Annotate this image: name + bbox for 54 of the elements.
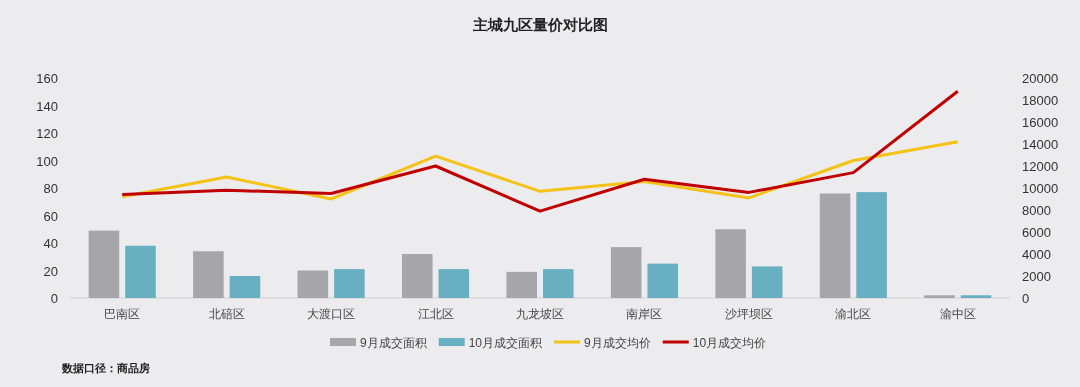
bar xyxy=(125,245,156,298)
x-tick-label: 九龙坡区 xyxy=(516,307,564,321)
x-tick-label: 大渡口区 xyxy=(307,307,356,321)
bar xyxy=(334,269,365,298)
x-tick-label: 巴南区 xyxy=(104,307,141,321)
bar xyxy=(751,266,783,298)
y2-tick-label: 18000 xyxy=(1022,93,1059,108)
bar xyxy=(647,263,678,298)
y-tick-label: 60 xyxy=(43,208,58,224)
y-tick-label: 160 xyxy=(36,71,58,86)
bar xyxy=(715,229,746,298)
y-tick-label: 20 xyxy=(43,263,58,279)
y2-tick-label: 14000 xyxy=(1022,137,1059,152)
x-tick-label: 沙坪坝区 xyxy=(724,307,773,321)
y-tick-label: 40 xyxy=(43,236,58,251)
x-tick-label: 南岸区 xyxy=(626,307,663,321)
y2-tick-label: 0 xyxy=(1022,291,1030,306)
y2-tick-label: 6000 xyxy=(1022,225,1051,240)
line-series xyxy=(120,89,960,213)
text: 数据口径：商品房 xyxy=(61,362,150,374)
y-tick-label: 80 xyxy=(43,181,58,196)
x-tick-label: 江北区 xyxy=(417,307,454,321)
bar xyxy=(297,270,329,298)
y2-tick-label: 20000 xyxy=(1022,71,1059,86)
y-tick-label: 0 xyxy=(50,291,58,306)
y-tick-label: 100 xyxy=(36,153,58,169)
x-tick-label: 渝中区 xyxy=(939,307,976,321)
x-tick-label: 北碚区 xyxy=(208,307,245,321)
bar xyxy=(402,254,433,298)
y2-tick-label: 12000 xyxy=(1022,159,1059,174)
y2-tick-label: 2000 xyxy=(1022,269,1051,284)
bar xyxy=(924,295,955,298)
bar xyxy=(229,276,261,298)
bar xyxy=(610,247,642,298)
bar xyxy=(856,192,887,298)
y2-tick-label: 4000 xyxy=(1022,247,1051,262)
bar xyxy=(960,295,992,298)
y-tick-label: 120 xyxy=(36,126,58,141)
bar xyxy=(543,269,574,298)
bar xyxy=(506,271,537,298)
legend-label: 10月成交面积 xyxy=(468,336,543,350)
bar xyxy=(193,251,224,298)
bar xyxy=(819,193,851,298)
y2-tick-label: 16000 xyxy=(1022,115,1059,130)
y2-tick-label: 8000 xyxy=(1022,203,1051,218)
bar xyxy=(88,230,120,298)
y-tick-label: 140 xyxy=(36,98,58,114)
bar xyxy=(438,269,470,298)
legend-label: 9月成交面积 xyxy=(360,336,427,350)
chart-title: 主城九区量价对比图 xyxy=(471,16,608,33)
x-tick-label: 渝北区 xyxy=(835,307,872,321)
y2-tick-label: 10000 xyxy=(1022,181,1059,196)
legend-label: 9月成交均价 xyxy=(584,336,651,350)
legend-label: 10月成交均价 xyxy=(692,336,767,350)
